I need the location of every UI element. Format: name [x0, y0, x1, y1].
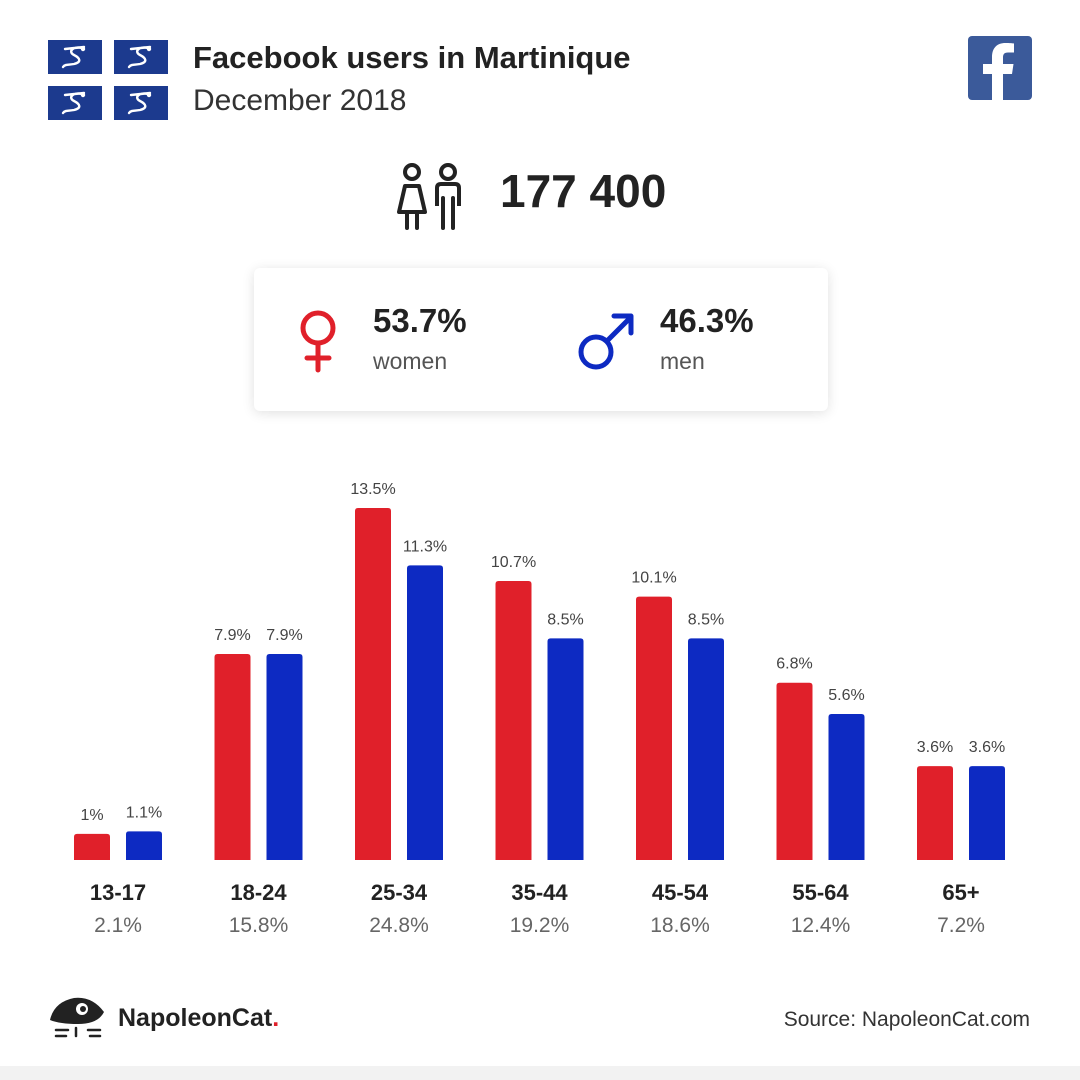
- category-label: 45-54: [652, 880, 709, 905]
- bar: [495, 581, 532, 860]
- bar-value-label: 11.3%: [403, 538, 447, 555]
- brand-dot: .: [272, 1004, 280, 1032]
- category-total-label: 15.8%: [229, 914, 289, 937]
- category-total-label: 2.1%: [94, 914, 142, 937]
- napoleoncat-logo-icon: [48, 994, 108, 1042]
- women-percentage: 53.7%: [373, 302, 467, 339]
- category-label: 13-17: [90, 880, 146, 905]
- page-title: Facebook users in Martinique: [193, 40, 631, 75]
- category-total-label: 12.4%: [791, 914, 851, 937]
- bar-value-label: 8.5%: [547, 611, 583, 628]
- martinique-flag-icon: [48, 40, 168, 120]
- snake-emblem-icon: [48, 40, 102, 74]
- age-distribution-chart: 1% 1.1% 13-17 2.1% 7.9% 7.9% 18-24 15.8% 13.5% 11…: [74, 481, 1005, 937]
- women-label: women: [373, 348, 448, 374]
- bar: [407, 565, 443, 860]
- bar-value-label: 13.5%: [350, 481, 395, 498]
- category-total-label: 19.2%: [510, 914, 570, 937]
- bar-value-label: 8.5%: [688, 611, 724, 628]
- brand-text: NapoleonCat: [118, 1004, 273, 1032]
- gender-split-card: 53.7% women 46.3% men: [254, 268, 828, 411]
- brand-name: NapoleonCat.: [118, 1004, 279, 1033]
- snake-emblem-icon: [114, 40, 168, 74]
- category-label: 65+: [942, 880, 979, 905]
- bar-value-label: 5.6%: [828, 687, 864, 704]
- users-icon: [393, 162, 467, 232]
- category-total-label: 24.8%: [369, 914, 429, 937]
- category-label: 35-44: [511, 880, 568, 905]
- female-symbol-icon: [296, 308, 344, 374]
- bar-value-label: 1%: [80, 807, 103, 824]
- bar: [688, 638, 724, 860]
- male-symbol-icon: [574, 308, 640, 374]
- category-label: 18-24: [230, 880, 287, 905]
- bar-value-label: 10.7%: [491, 554, 536, 571]
- men-percentage: 46.3%: [660, 302, 754, 339]
- bar-value-label: 7.9%: [214, 627, 250, 644]
- facebook-logo-icon: [968, 36, 1032, 100]
- footer-band: [0, 1066, 1080, 1080]
- bar: [355, 508, 391, 860]
- bar: [266, 654, 303, 860]
- page-subtitle: December 2018: [193, 84, 407, 117]
- bar-value-label: 3.6%: [969, 739, 1005, 756]
- men-label: men: [660, 348, 705, 374]
- total-users-value: 177 400: [500, 165, 667, 217]
- category-total-label: 18.6%: [650, 914, 710, 937]
- bar: [636, 596, 672, 860]
- bar-value-label: 3.6%: [917, 739, 953, 756]
- bar-value-label: 7.9%: [266, 627, 302, 644]
- category-label: 55-64: [792, 880, 849, 905]
- bar-value-label: 1.1%: [126, 804, 162, 821]
- bar: [547, 638, 584, 860]
- bar: [214, 654, 251, 860]
- category-label: 25-34: [371, 880, 428, 905]
- snake-emblem-icon: [48, 86, 102, 120]
- bar: [828, 713, 865, 860]
- bar: [74, 833, 110, 860]
- bar: [126, 831, 162, 860]
- bar-value-label: 10.1%: [631, 570, 676, 587]
- bar: [776, 682, 813, 860]
- bar: [917, 766, 953, 860]
- source-credit: Source: NapoleonCat.com: [783, 1008, 1030, 1031]
- category-total-label: 7.2%: [937, 914, 985, 937]
- snake-emblem-icon: [114, 86, 168, 120]
- bar: [969, 766, 1005, 860]
- bar-value-label: 6.8%: [776, 656, 812, 673]
